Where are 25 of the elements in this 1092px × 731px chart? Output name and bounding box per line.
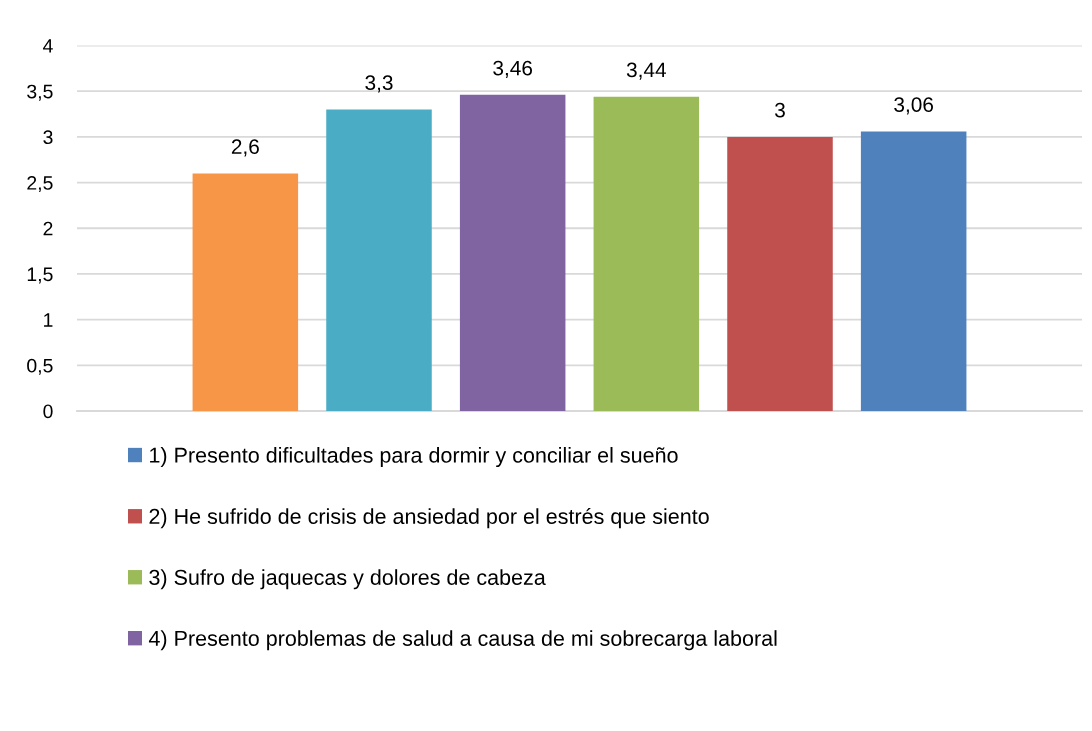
legend-label: 3) Sufro de jaquecas y dolores de cabeza	[149, 569, 546, 590]
bar	[326, 109, 432, 411]
data-label: 3,06	[894, 97, 934, 115]
legend-label: 4) Presento problemas de salud a causa de mi sobrecarga laboral	[148, 630, 777, 651]
bar	[727, 136, 833, 411]
data-label: 3,3	[365, 75, 393, 93]
y-tick-label: 1,5	[27, 267, 53, 284]
bar	[192, 173, 299, 411]
legend-label: 2) He sufrido de crisis de ansiedad por el estrés que siento	[149, 507, 709, 529]
data-label: 3,46	[493, 60, 533, 78]
data-label: 3	[775, 102, 785, 118]
y-tick-label: 2,5	[27, 176, 53, 193]
y-tick-label: 1	[44, 313, 53, 327]
y-tick-label: 3,5	[27, 84, 53, 101]
bar	[593, 96, 700, 411]
y-tick-label: 4	[43, 39, 53, 53]
bar	[860, 131, 967, 411]
data-label: 3,44	[626, 62, 666, 80]
bar	[459, 94, 566, 411]
y-tick-label: 3	[43, 130, 53, 145]
data-label: 2,6	[231, 139, 259, 157]
y-tick-label: 2	[43, 221, 53, 236]
legend-label: 1) Presento dificultades para dormir y conciliar el sueño	[150, 447, 678, 468]
y-tick-label: 0,5	[27, 358, 53, 375]
y-tick-label: 0	[43, 404, 53, 419]
